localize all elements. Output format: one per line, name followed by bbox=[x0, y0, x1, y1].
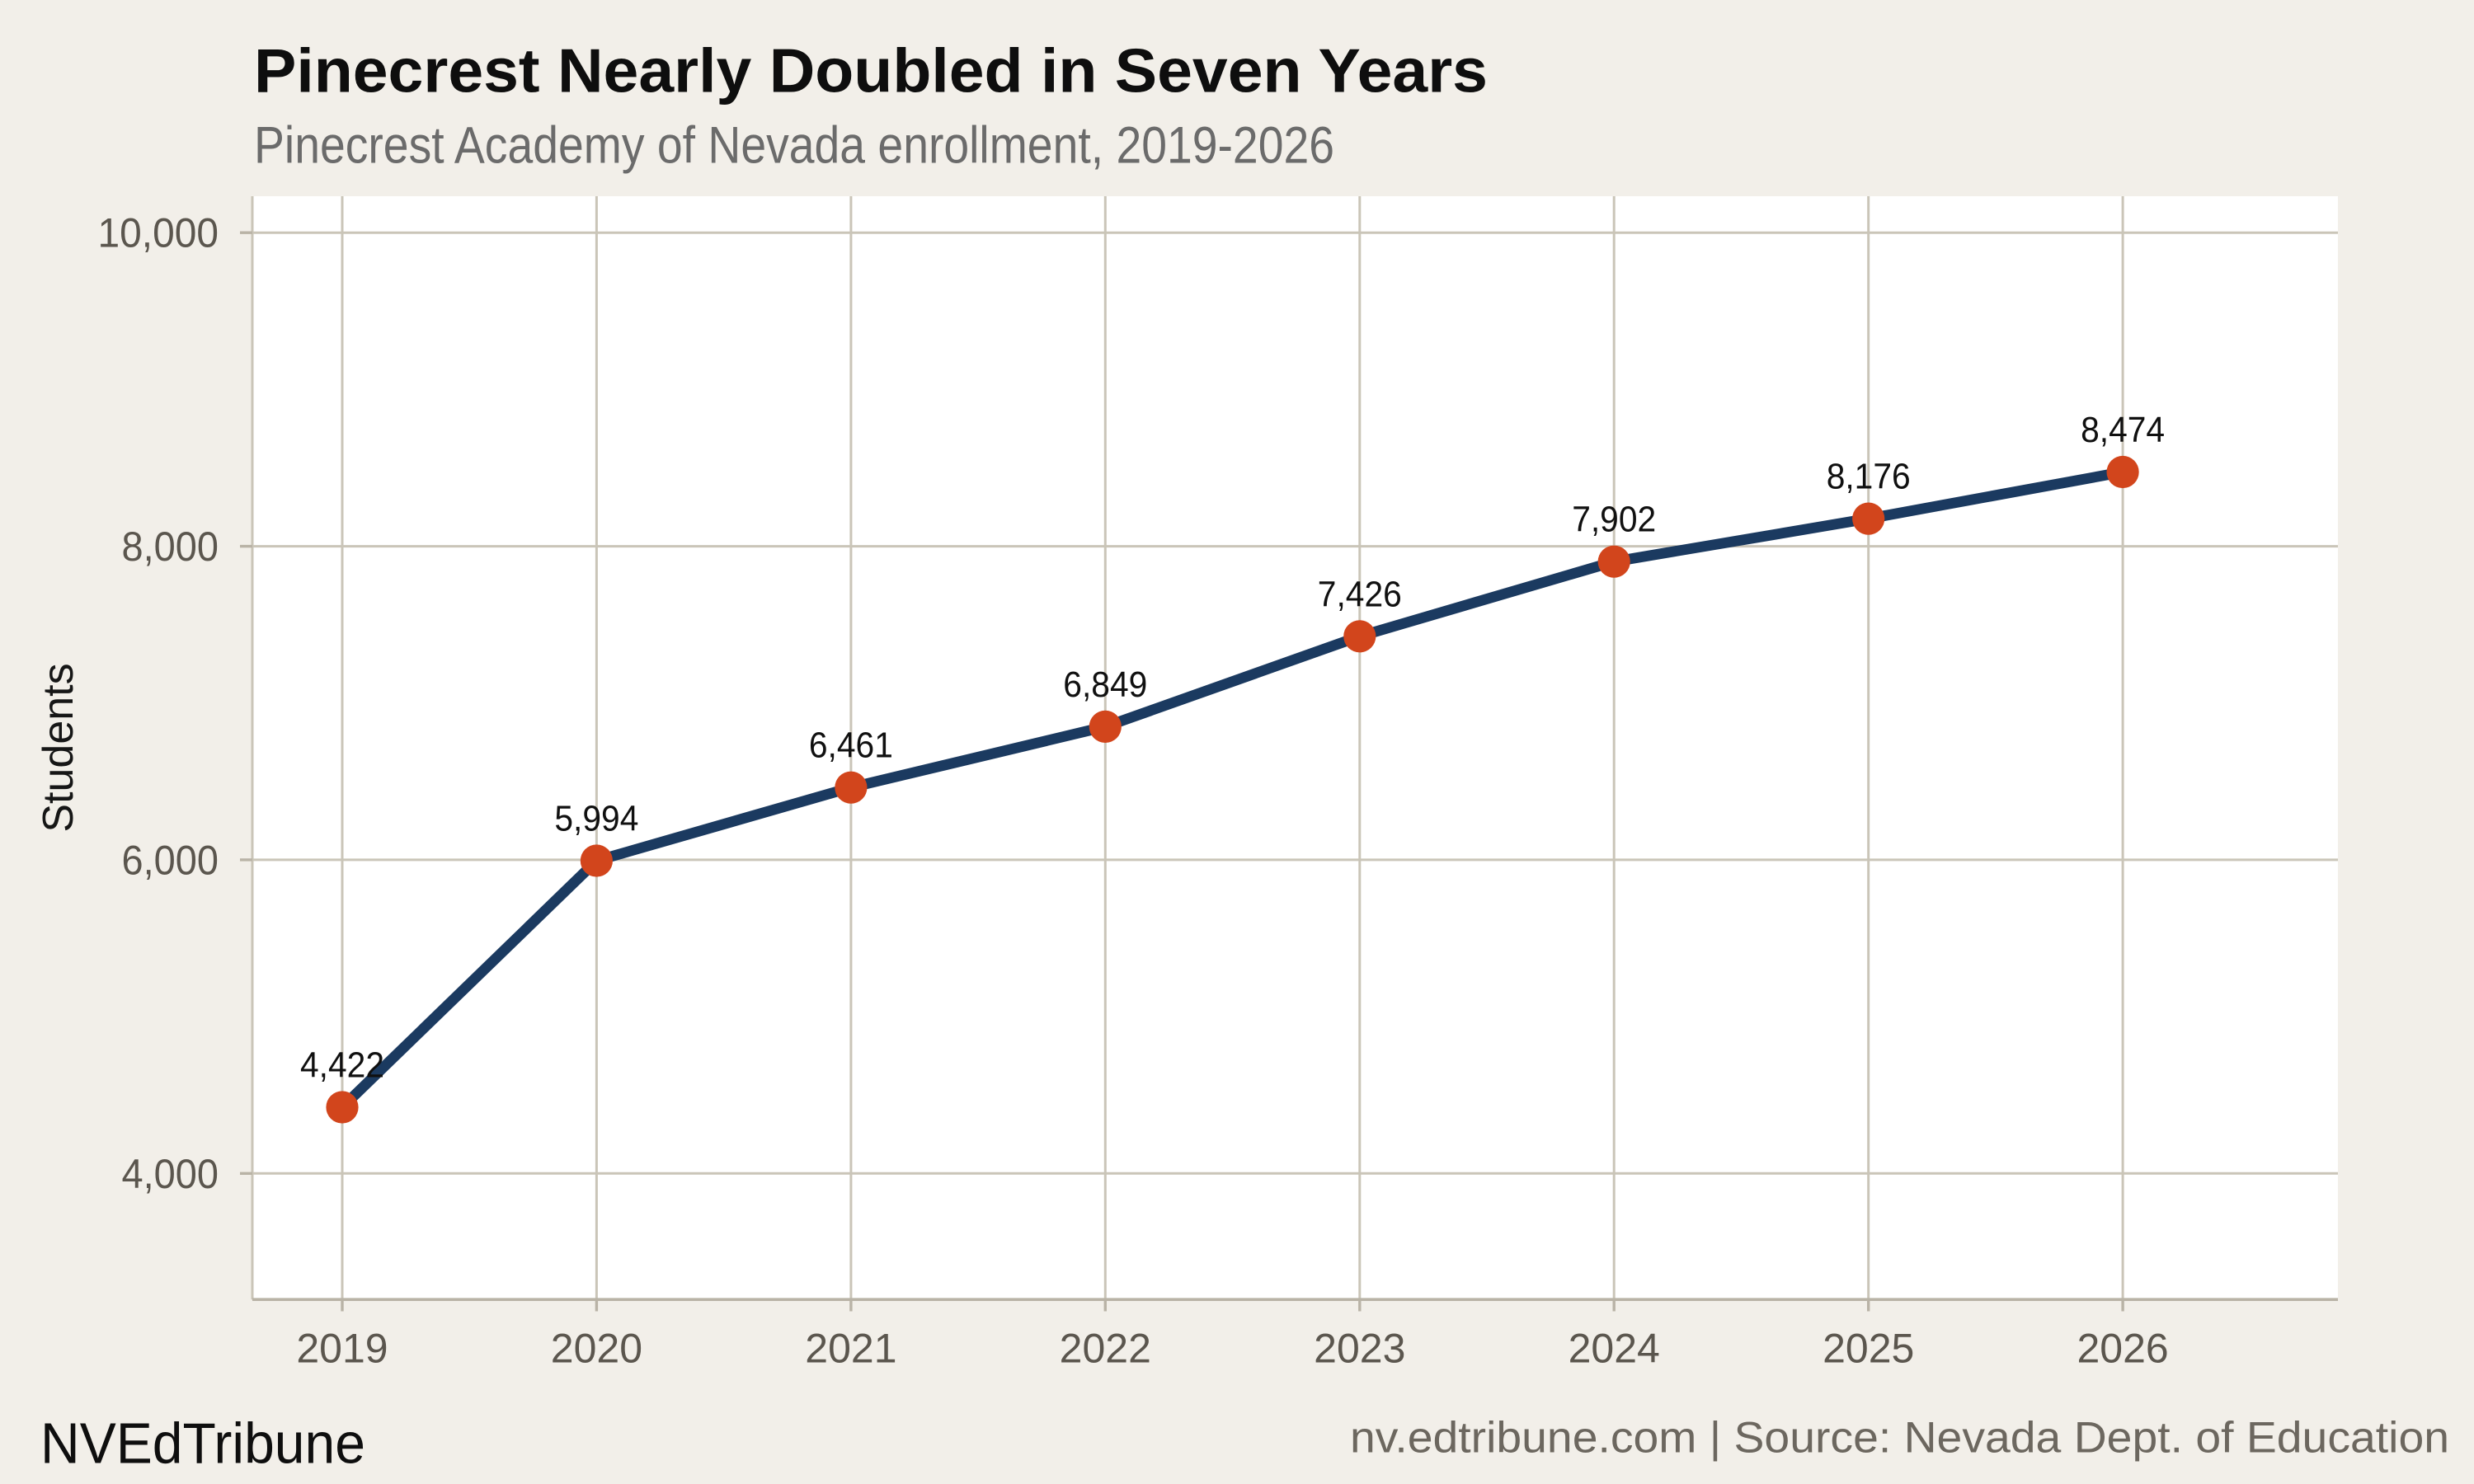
svg-text:6,000: 6,000 bbox=[122, 837, 219, 883]
svg-text:4,000: 4,000 bbox=[122, 1151, 219, 1197]
svg-text:7,902: 7,902 bbox=[1572, 500, 1656, 540]
svg-text:2021: 2021 bbox=[805, 1326, 896, 1372]
svg-text:2026: 2026 bbox=[2077, 1326, 2168, 1372]
svg-text:2023: 2023 bbox=[1314, 1326, 1405, 1372]
svg-text:Pinecrest Nearly Doubled in Se: Pinecrest Nearly Doubled in Seven Years bbox=[254, 36, 1488, 106]
svg-text:2019: 2019 bbox=[296, 1326, 388, 1372]
svg-text:5,994: 5,994 bbox=[554, 799, 638, 839]
svg-text:2022: 2022 bbox=[1060, 1326, 1151, 1372]
svg-text:2020: 2020 bbox=[551, 1326, 642, 1372]
svg-text:6,849: 6,849 bbox=[1063, 665, 1147, 705]
svg-text:NVEdTribune: NVEdTribune bbox=[40, 1411, 365, 1476]
svg-text:7,426: 7,426 bbox=[1318, 574, 1402, 614]
svg-text:6,461: 6,461 bbox=[809, 726, 893, 766]
svg-text:4,422: 4,422 bbox=[300, 1045, 384, 1086]
svg-text:nv.edtribune.com | Source: Nev: nv.edtribune.com | Source: Nevada Dept. … bbox=[1350, 1414, 2449, 1463]
svg-text:Students: Students bbox=[35, 663, 82, 832]
svg-text:10,000: 10,000 bbox=[98, 210, 219, 256]
svg-text:8,474: 8,474 bbox=[2081, 410, 2165, 450]
svg-text:8,000: 8,000 bbox=[122, 524, 219, 570]
svg-text:Pinecrest Academy of Nevada en: Pinecrest Academy of Nevada enrollment, … bbox=[254, 117, 1334, 175]
svg-text:2025: 2025 bbox=[1823, 1326, 1914, 1372]
svg-text:8,176: 8,176 bbox=[1827, 457, 1911, 497]
svg-text:2024: 2024 bbox=[1569, 1326, 1660, 1372]
